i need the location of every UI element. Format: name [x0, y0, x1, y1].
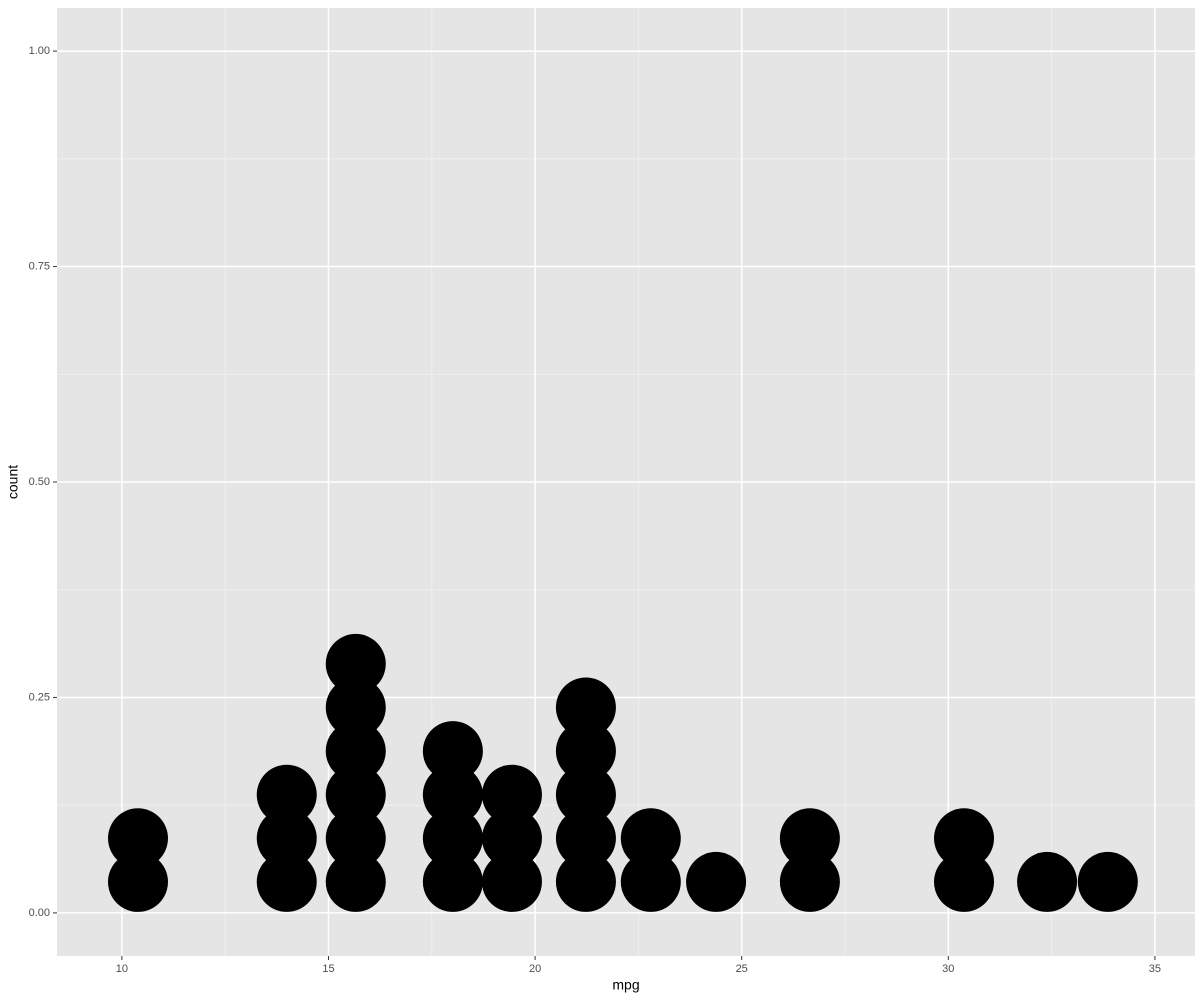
- y-tick-label: 0.25: [29, 691, 50, 703]
- dot: [422, 764, 483, 825]
- x-tick-label: 25: [736, 963, 748, 975]
- y-tick-label: 1.00: [29, 45, 50, 57]
- dot: [256, 808, 317, 869]
- x-tick-label: 15: [322, 963, 334, 975]
- dot: [1017, 851, 1078, 912]
- dot: [325, 851, 386, 912]
- dot: [422, 851, 483, 912]
- dot: [107, 808, 168, 869]
- dot: [934, 808, 995, 869]
- x-tick-label: 10: [116, 963, 128, 975]
- dot: [256, 851, 317, 912]
- x-tick-label: 35: [1149, 963, 1161, 975]
- dot: [422, 808, 483, 869]
- dot: [934, 851, 995, 912]
- dot: [481, 851, 542, 912]
- dot: [325, 808, 386, 869]
- y-tick-label: 0.00: [29, 907, 50, 919]
- dot: [555, 677, 616, 738]
- y-tick-label: 0.50: [29, 476, 50, 488]
- dot: [686, 851, 747, 912]
- dot: [1077, 851, 1138, 912]
- dot: [325, 633, 386, 694]
- dot: [555, 851, 616, 912]
- dot: [555, 808, 616, 869]
- dot: [256, 764, 317, 825]
- dot: [325, 764, 386, 825]
- dot: [107, 851, 168, 912]
- dot: [555, 721, 616, 782]
- dot: [555, 764, 616, 825]
- dot: [325, 721, 386, 782]
- dot: [481, 764, 542, 825]
- dot: [481, 808, 542, 869]
- x-axis-title: mpg: [612, 977, 639, 993]
- dot: [620, 808, 681, 869]
- dot: [325, 677, 386, 738]
- y-tick-label: 0.75: [29, 260, 50, 272]
- y-axis-title: count: [5, 465, 21, 499]
- x-tick-label: 20: [529, 963, 541, 975]
- dot: [779, 808, 840, 869]
- dot: [422, 721, 483, 782]
- x-tick-label: 30: [942, 963, 954, 975]
- dot: [779, 851, 840, 912]
- dot: [620, 851, 681, 912]
